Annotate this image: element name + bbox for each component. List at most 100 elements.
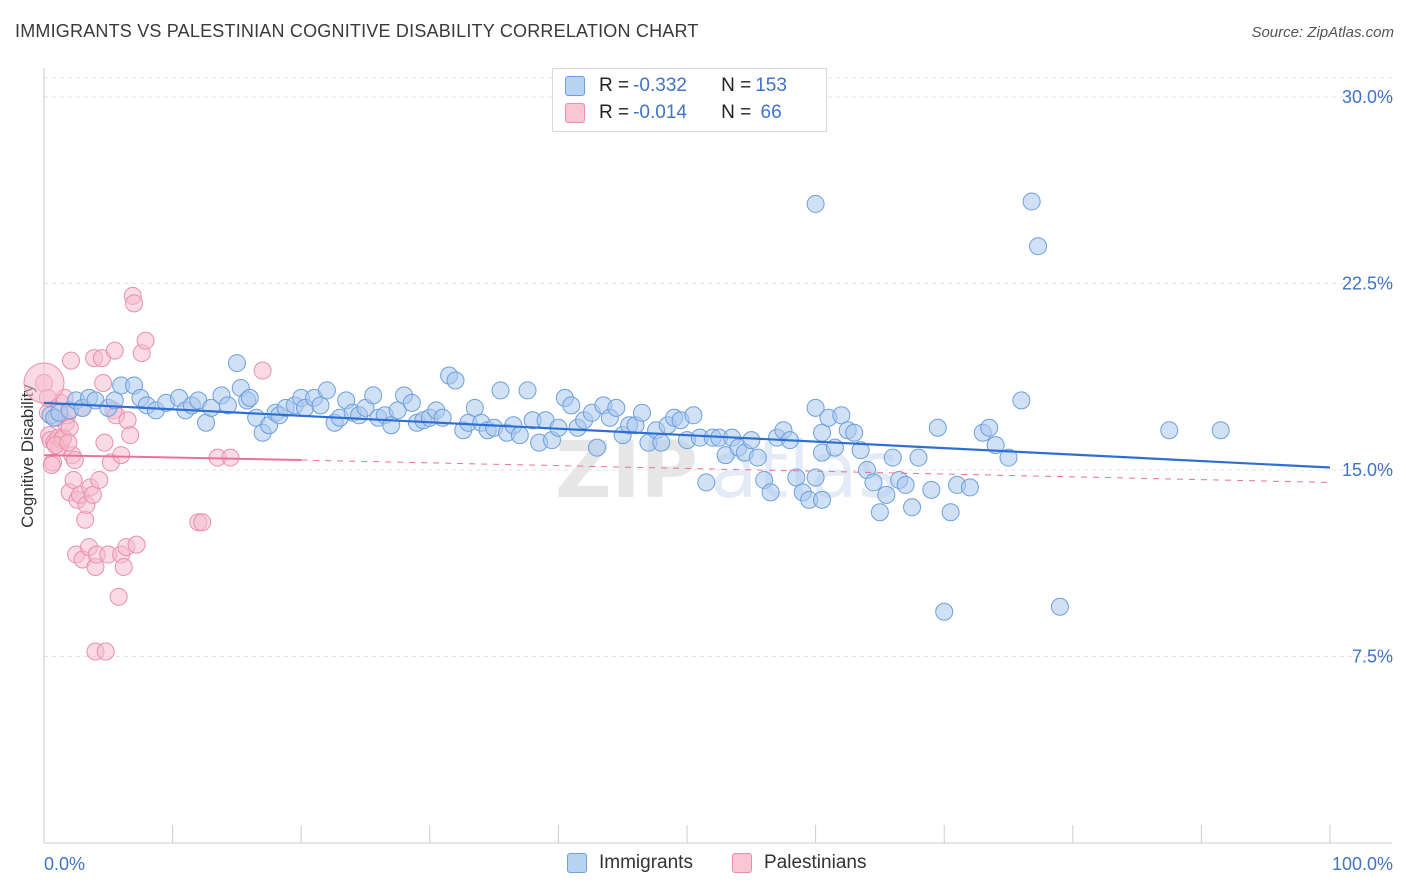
immigrants-point	[446, 371, 465, 390]
immigrants-point	[742, 431, 761, 450]
immigrants-legend-label: Immigrants	[599, 852, 693, 873]
palestinians-legend-label: Palestinians	[764, 852, 867, 873]
immigrants-point	[562, 396, 581, 415]
immigrants-point	[761, 483, 780, 502]
tick-labels: 7.5% 15.0% 22.5% 30.0% 0.0% 100.0%	[44, 87, 1393, 874]
immigrants-point	[697, 473, 716, 492]
immigrants-point	[402, 393, 421, 412]
legend-n-value: 153	[755, 75, 787, 96]
y-tick-label: 15.0%	[1342, 460, 1393, 480]
trend-lines	[43, 401, 1331, 483]
immigrants-point	[877, 485, 896, 504]
immigrants-point	[922, 480, 941, 499]
legend-n-value: 66	[755, 102, 782, 123]
immigrants-point	[465, 398, 484, 417]
immigrants-point	[491, 381, 510, 400]
legend-row-immigrants: R = -0.332 N = 153	[565, 74, 787, 98]
palestinians-point	[90, 470, 109, 489]
immigrants-point	[935, 602, 954, 621]
immigrants-point	[870, 503, 889, 522]
x-tick-label-start: 0.0%	[44, 854, 85, 874]
immigrants-point	[851, 441, 870, 460]
immigrants-point	[632, 403, 651, 422]
immigrants-point	[883, 448, 902, 467]
y-tick-label: 22.5%	[1342, 274, 1393, 294]
chart-title: IMMIGRANTS VS PALESTINIAN COGNITIVE DISA…	[15, 21, 699, 41]
immigrants-point	[960, 478, 979, 497]
immigrants-point	[806, 468, 825, 487]
legend-row-palestinians: R = -0.014 N = 66	[565, 101, 782, 125]
palestinians-point	[59, 433, 78, 452]
palestinians-point	[60, 418, 79, 437]
palestinians-legend-swatch	[732, 853, 752, 873]
palestinians-point	[112, 446, 131, 465]
palestinians-point	[114, 557, 133, 576]
palestinians-point	[96, 642, 115, 661]
immigrants-point	[197, 413, 216, 432]
immigrants-point	[1050, 597, 1069, 616]
immigrants-point	[941, 503, 960, 522]
immigrants-point	[311, 396, 330, 415]
palestinians-point	[62, 351, 81, 370]
immigrants-point	[980, 418, 999, 437]
immigrants-point	[909, 448, 928, 467]
immigrants-point	[317, 381, 336, 400]
palestinians-point	[95, 433, 114, 452]
immigrants-point	[999, 448, 1018, 467]
immigrants-point	[105, 391, 124, 410]
immigrants-swatch	[565, 76, 585, 96]
immigrants-point	[388, 401, 407, 420]
palestinians-point	[136, 331, 155, 350]
immigrants-point	[928, 418, 947, 437]
immigrants-point	[652, 433, 671, 452]
correlation-legend: R = -0.332 N = 153 R = -0.014 N = 66	[552, 68, 827, 132]
palestinians-point	[65, 451, 84, 470]
immigrants-point	[510, 426, 529, 445]
palestinians-point	[105, 341, 124, 360]
immigrants-point	[1160, 421, 1179, 440]
palestinians-swatch	[565, 103, 585, 123]
palestinians-point	[23, 362, 65, 404]
immigrants-point	[364, 386, 383, 405]
palestinians-point	[121, 426, 140, 445]
immigrants-point	[1029, 237, 1048, 256]
palestinians-trend-extension	[301, 459, 1331, 483]
palestinians-point	[253, 361, 272, 380]
palestinians-point	[193, 513, 212, 532]
immigrants-point	[787, 468, 806, 487]
bottom-legend-palestinians: Palestinians	[732, 852, 866, 874]
immigrants-point	[986, 436, 1005, 455]
palestinians-point	[42, 456, 61, 475]
immigrants-point	[903, 498, 922, 517]
immigrants-point	[832, 406, 851, 425]
source-credit: Source: ZipAtlas.com	[1251, 24, 1394, 41]
palestinians-point	[64, 470, 83, 489]
palestinians-point	[127, 535, 146, 554]
immigrants-trend-line	[43, 401, 1331, 469]
immigrants-legend-swatch	[567, 853, 587, 873]
palestinians-point	[83, 485, 102, 504]
palestinians-point	[118, 411, 137, 430]
palestinians-points	[23, 286, 272, 661]
immigrants-point	[748, 448, 767, 467]
palestinians-trend-line	[43, 454, 302, 462]
immigrants-point	[227, 354, 246, 373]
immigrants-point	[806, 194, 825, 213]
y-tick-label: 7.5%	[1352, 647, 1393, 667]
immigrants-point	[896, 475, 915, 494]
palestinians-point	[125, 294, 144, 313]
immigrants-point	[864, 473, 883, 492]
legend-r-label: R =	[599, 102, 630, 123]
immigrants-point	[607, 398, 626, 417]
immigrants-point	[587, 438, 606, 457]
immigrants-points	[41, 192, 1230, 621]
legend-r-value: -0.332	[633, 75, 687, 96]
immigrants-point	[1012, 391, 1031, 410]
immigrants-point	[684, 406, 703, 425]
palestinians-point	[76, 510, 95, 529]
bottom-legend-immigrants: Immigrants	[567, 852, 693, 874]
x-tick-label-end: 100.0%	[1332, 854, 1393, 874]
immigrants-point	[845, 423, 864, 442]
immigrants-point	[1211, 421, 1230, 440]
